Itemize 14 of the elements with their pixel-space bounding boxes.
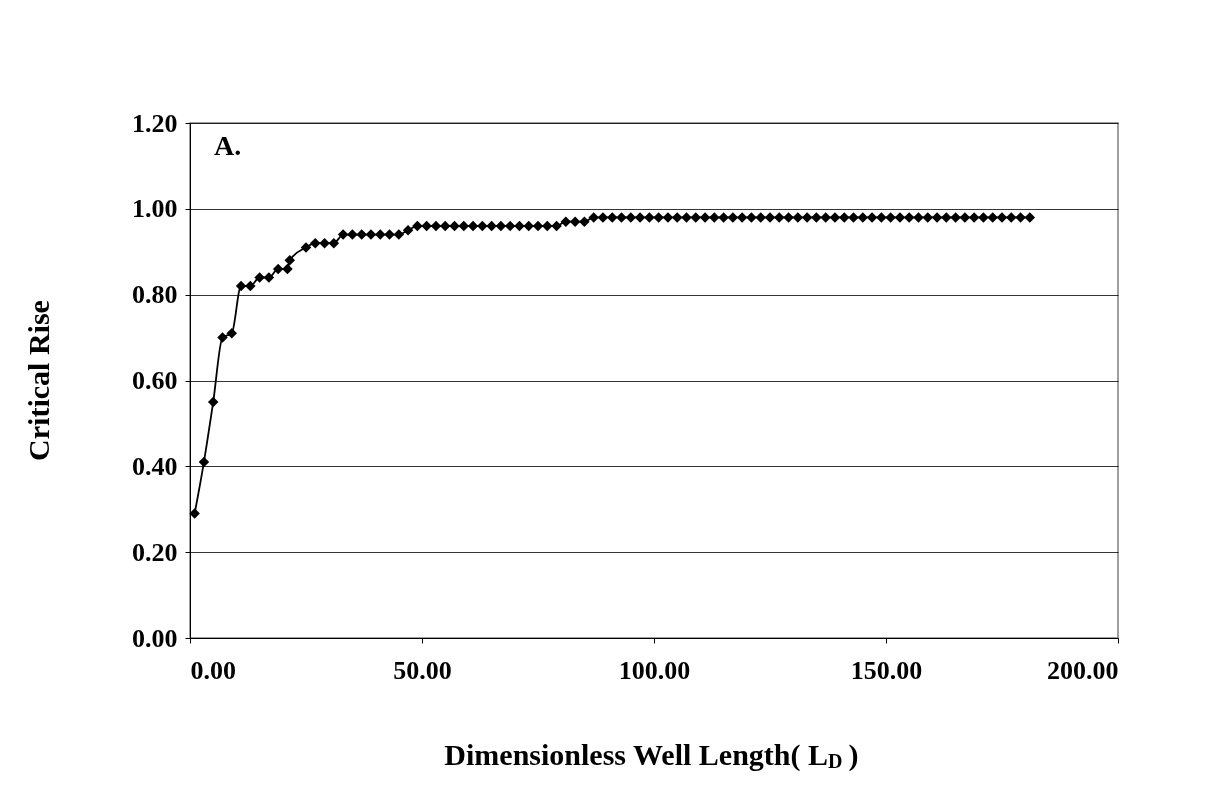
y-tick-label: 0.80 xyxy=(132,280,178,310)
y-tick-label: 0.00 xyxy=(132,623,178,653)
annotation: A. xyxy=(214,130,242,161)
x-tick-label: 100.00 xyxy=(618,655,691,685)
y-tick-label: 1.20 xyxy=(132,108,178,138)
x-tick-label: 200.00 xyxy=(1047,655,1119,685)
y-tick-label: 1.00 xyxy=(132,194,178,224)
y-axis-title: Critical Rise xyxy=(22,300,55,461)
y-tick-label: 0.40 xyxy=(132,451,178,481)
x-tick-label: 50.00 xyxy=(393,655,452,685)
y-tick-label: 0.20 xyxy=(132,537,178,567)
x-tick-label: 150.00 xyxy=(850,655,923,685)
y-tick-label: 0.60 xyxy=(132,366,178,395)
x-tick-label: 0.00 xyxy=(190,655,236,685)
